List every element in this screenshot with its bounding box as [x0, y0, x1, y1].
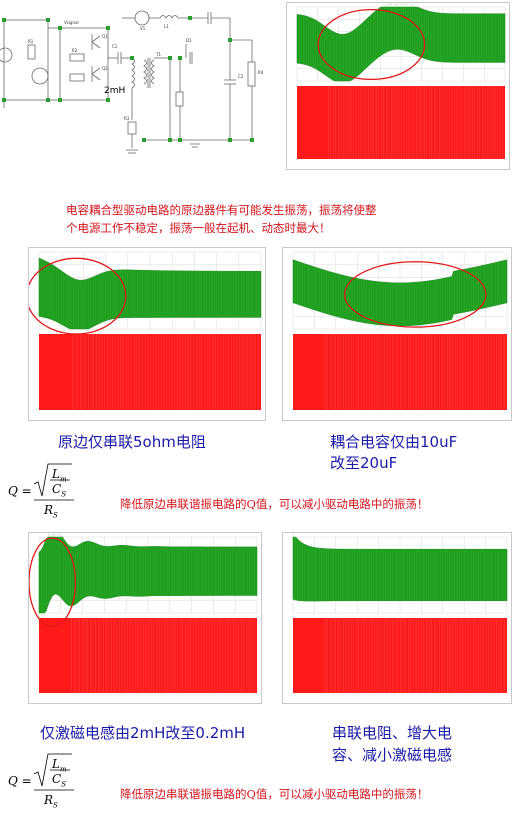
waveform-svg — [29, 251, 262, 410]
formula-denominator: CS — [52, 772, 66, 789]
formula-lhs: Q = — [8, 774, 32, 788]
part-label-r2: R2 — [72, 48, 78, 53]
caption-combined-line-1: 串联电阻、增大电 — [332, 724, 453, 742]
circuit-schematic: V1 L1 C1 C2 R1 R2 R3 T1 Q1 Q2 D1 R4 Vsig… — [0, 0, 272, 160]
part-label-q1: Q1 — [102, 34, 108, 39]
part-label-c1: C1 — [112, 44, 118, 49]
intro-text-line-2: 个电源工作不稳定，振荡一般在起机、动态时最大！ — [66, 221, 331, 235]
waveform-plot-coupling-cap — [282, 247, 512, 421]
formula-divisor: RS — [44, 503, 58, 520]
waveform-plot-magnetizing-inductor — [28, 532, 262, 704]
waveform-plot-series-resistor — [28, 247, 266, 421]
formula-denominator: CS — [52, 482, 66, 499]
waveform-plot-baseline — [286, 2, 510, 170]
caption-magnetizing-inductor: 仅激磁电感由2mH改至0.2mH — [40, 724, 246, 742]
caption-series-resistor: 原边仅串联5ohm电阻 — [58, 433, 206, 451]
q-note-2: 降低原边串联谐振电路的Q值，可以减小驱动电路中的振荡！ — [120, 787, 429, 801]
waveform-plot-combined — [282, 532, 512, 704]
formula-numerator: Lm — [52, 467, 67, 484]
waveform-svg — [29, 533, 258, 693]
caption-combined-line-2: 容、减小激磁电感 — [332, 746, 453, 764]
part-label-r3: R3 — [124, 116, 130, 121]
circuit-drawing: V1 L1 C1 C2 R1 R2 R3 T1 Q1 Q2 D1 R4 Vsig… — [0, 10, 264, 154]
formula-radical — [33, 753, 74, 791]
waveform-svg — [292, 533, 508, 693]
inductor-label: 2mH — [104, 86, 126, 96]
formula-lhs: Q = — [8, 484, 32, 498]
part-label-r4: R4 — [258, 70, 264, 75]
waveform-svg — [296, 3, 506, 159]
part-label-q2: Q2 — [102, 66, 108, 71]
part-label-r1: R1 — [28, 39, 34, 44]
intro-text-line-1: 电容耦合型驱动电路的原边器件有可能发生振荡，振荡将使整 — [66, 203, 377, 217]
part-label-t1: T1 — [155, 52, 161, 57]
part-label-l1: L1 — [164, 24, 169, 29]
part-label-v1: V1 — [140, 26, 146, 31]
formula-numerator: Lm — [52, 757, 67, 774]
part-label-c2: C2 — [238, 74, 244, 79]
formula-divisor: RS — [44, 793, 58, 810]
formula-radical — [33, 463, 74, 501]
part-label-d1: D1 — [186, 38, 192, 43]
caption-coupling-cap-line-1: 耦合电容仅由10uF — [330, 433, 458, 451]
q-formula-1: Q = Lm CS RS — [6, 462, 86, 522]
caption-coupling-cap-line-2: 改至20uF — [330, 454, 398, 472]
waveform-svg — [292, 251, 508, 410]
q-note-1: 降低原边串联谐振电路的Q值，可以减小驱动电路中的振荡！ — [120, 497, 429, 511]
q-formula-2: Q = Lm CS RS — [6, 752, 86, 812]
part-label-vsignal: Vsignal — [64, 20, 79, 25]
